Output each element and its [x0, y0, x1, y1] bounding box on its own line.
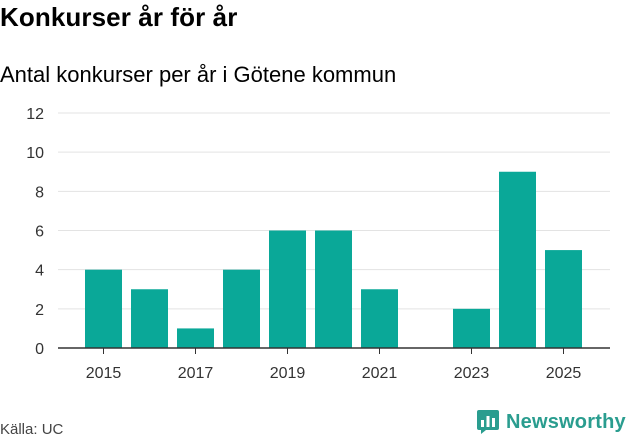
y-tick-label: 6 — [35, 224, 44, 241]
y-axis-ticks: 0 2 4 6 8 10 12 — [26, 106, 44, 358]
y-tick-label: 10 — [26, 145, 44, 162]
y-tick-label: 0 — [35, 341, 44, 358]
bar-2018 — [223, 269, 260, 348]
chart-subtitle: Antal konkurser per år i Götene kommun — [0, 62, 397, 87]
x-axis-ticks: 2015 2017 2019 2021 2023 2025 — [86, 348, 582, 382]
y-tick-label: 4 — [35, 263, 44, 280]
bar-2020 — [315, 230, 352, 348]
bar-2025 — [545, 250, 582, 348]
bars — [85, 171, 582, 348]
x-tick-label: 2023 — [454, 365, 490, 382]
x-tick-label: 2019 — [270, 365, 306, 382]
source-note: Källa: UC — [0, 421, 64, 438]
bar-2023 — [453, 308, 490, 348]
y-tick-label: 2 — [35, 302, 44, 319]
x-tick-label: 2025 — [546, 365, 582, 382]
bar-2021 — [361, 289, 398, 348]
x-tick-label: 2021 — [362, 365, 398, 382]
brand-logo: Newsworthy — [476, 407, 626, 437]
brand-name: Newsworthy — [506, 410, 626, 433]
bar-2024 — [499, 171, 536, 348]
chart-title: Konkurser år för år — [0, 2, 238, 32]
bar-2019 — [269, 230, 306, 348]
bar-2017 — [177, 328, 214, 348]
y-tick-label: 12 — [26, 106, 44, 123]
newsworthy-icon — [477, 410, 499, 434]
y-tick-label: 8 — [35, 184, 44, 201]
x-tick-label: 2017 — [178, 365, 214, 382]
x-tick-label: 2015 — [86, 365, 122, 382]
bar-2015 — [85, 269, 122, 348]
bar-2016 — [131, 289, 168, 348]
